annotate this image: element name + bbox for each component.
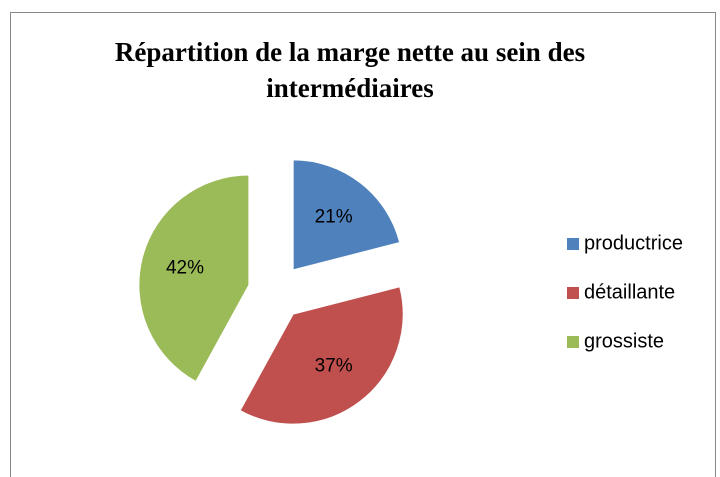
legend-label: grossiste — [584, 330, 664, 352]
chart-border — [10, 12, 716, 477]
data-label: 42% — [166, 258, 204, 279]
pie-slice — [138, 174, 250, 383]
legend-swatch — [567, 287, 579, 299]
data-label: 37% — [315, 355, 353, 376]
legend-swatch — [567, 238, 579, 250]
pie-slice — [292, 159, 401, 271]
data-label: 21% — [315, 207, 353, 228]
legend-swatch — [567, 336, 579, 348]
chart-title: Répartition de la marge nette au sein de… — [114, 37, 586, 103]
pie-slice — [239, 286, 404, 425]
legend-label: productrice — [584, 232, 683, 254]
legend-label: détaillante — [584, 281, 675, 303]
